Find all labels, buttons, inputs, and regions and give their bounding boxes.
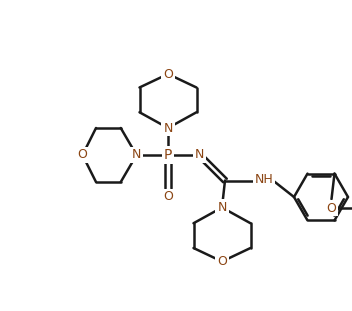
Text: O: O (77, 148, 87, 161)
Text: NH: NH (254, 173, 274, 186)
Text: O: O (163, 67, 173, 81)
Text: N: N (195, 148, 204, 161)
Text: N: N (217, 201, 227, 214)
Text: N: N (132, 148, 141, 161)
Text: N: N (163, 122, 173, 134)
Text: O: O (327, 202, 337, 215)
Text: O: O (163, 191, 173, 203)
Text: P: P (164, 148, 172, 162)
Text: O: O (217, 255, 227, 268)
